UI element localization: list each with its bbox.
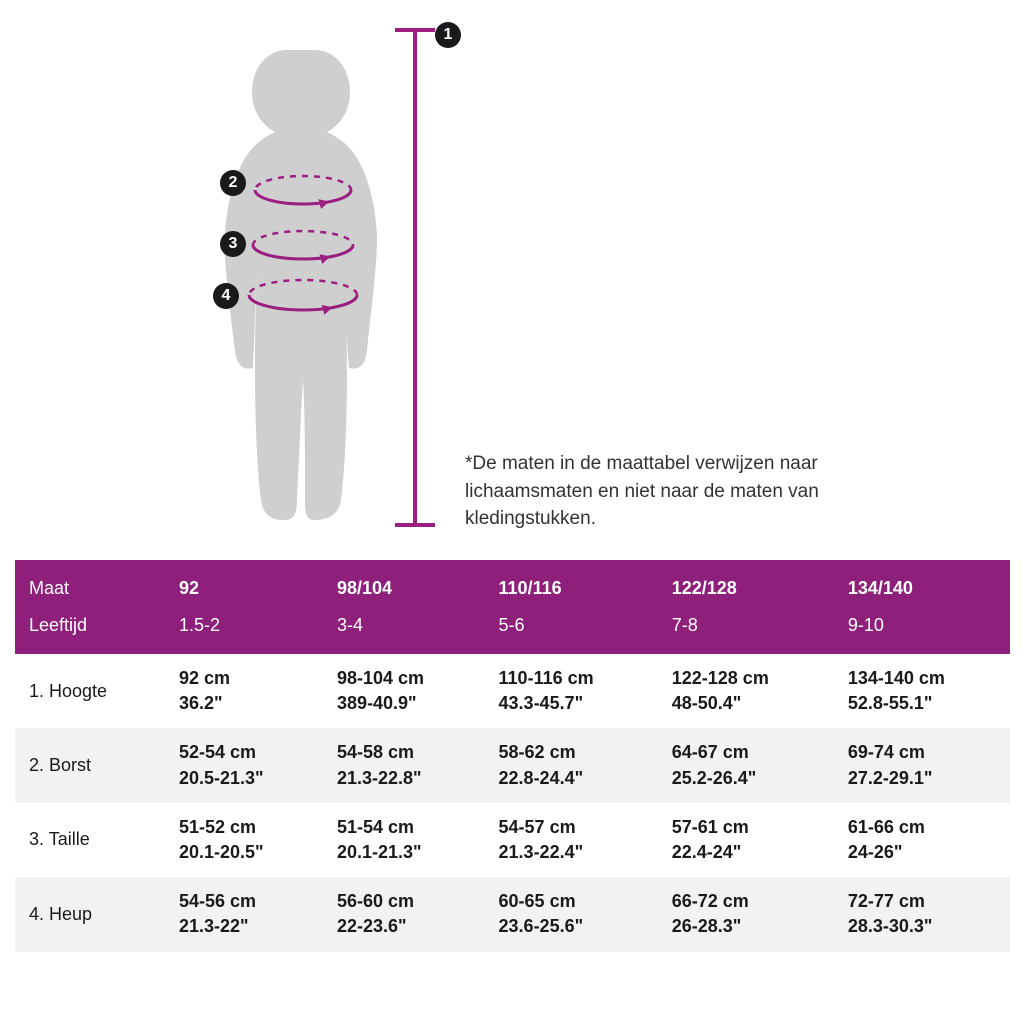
cell: 52-54 cm20.5-21.3" [165, 728, 323, 802]
cell: 54-57 cm21.3-22.4" [485, 803, 658, 877]
size-table: Maat 92 98/104 110/116 122/128 134/140 L… [15, 560, 1010, 952]
badge-3: 3 [220, 231, 246, 257]
table-row: 4. Heup54-56 cm21.3-22"56-60 cm22-23.6"6… [15, 877, 1010, 951]
row-label: 4. Heup [15, 877, 165, 951]
cell: 51-52 cm20.1-20.5" [165, 803, 323, 877]
badge-1: 1 [435, 22, 461, 48]
table-row: 3. Taille51-52 cm20.1-20.5"51-54 cm20.1-… [15, 803, 1010, 877]
diagram-section: 1 2 3 4 *De maten in de maattabel verwij… [15, 20, 1009, 550]
footnote: *De maten in de maattabel verwijzen naar… [465, 450, 865, 533]
table-header: Maat 92 98/104 110/116 122/128 134/140 L… [15, 560, 1010, 654]
cell: 134-140 cm52.8-55.1" [834, 654, 1010, 728]
cell: 54-56 cm21.3-22" [165, 877, 323, 951]
cell: 51-54 cm20.1-21.3" [323, 803, 485, 877]
size-col-3: 122/128 [658, 560, 834, 607]
cell: 110-116 cm43.3-45.7" [485, 654, 658, 728]
cell: 66-72 cm26-28.3" [658, 877, 834, 951]
size-col-0: 92 [165, 560, 323, 607]
row-label: 1. Hoogte [15, 654, 165, 728]
cell: 72-77 cm28.3-30.3" [834, 877, 1010, 951]
cell: 60-65 cm23.6-25.6" [485, 877, 658, 951]
cell: 57-61 cm22.4-24" [658, 803, 834, 877]
size-row: Maat 92 98/104 110/116 122/128 134/140 [15, 560, 1010, 607]
silhouette-svg [15, 20, 445, 540]
cell: 122-128 cm48-50.4" [658, 654, 834, 728]
age-col-1: 3-4 [323, 607, 485, 654]
age-col-2: 5-6 [485, 607, 658, 654]
row-label: 3. Taille [15, 803, 165, 877]
row-label: 2. Borst [15, 728, 165, 802]
cell: 56-60 cm22-23.6" [323, 877, 485, 951]
body-diagram: 1 2 3 4 [15, 20, 445, 550]
age-col-0: 1.5-2 [165, 607, 323, 654]
cell: 54-58 cm21.3-22.8" [323, 728, 485, 802]
header-age-label: Leeftijd [15, 607, 165, 654]
table-row: 2. Borst52-54 cm20.5-21.3"54-58 cm21.3-2… [15, 728, 1010, 802]
table-body: 1. Hoogte92 cm36.2"98-104 cm389-40.9"110… [15, 654, 1010, 952]
size-col-2: 110/116 [485, 560, 658, 607]
cell: 64-67 cm25.2-26.4" [658, 728, 834, 802]
cell: 58-62 cm22.8-24.4" [485, 728, 658, 802]
size-col-1: 98/104 [323, 560, 485, 607]
header-size-label: Maat [15, 560, 165, 607]
cell: 92 cm36.2" [165, 654, 323, 728]
age-row: Leeftijd 1.5-2 3-4 5-6 7-8 9-10 [15, 607, 1010, 654]
cell: 61-66 cm24-26" [834, 803, 1010, 877]
cell: 69-74 cm27.2-29.1" [834, 728, 1010, 802]
badge-2: 2 [220, 170, 246, 196]
age-col-4: 9-10 [834, 607, 1010, 654]
table-row: 1. Hoogte92 cm36.2"98-104 cm389-40.9"110… [15, 654, 1010, 728]
age-col-3: 7-8 [658, 607, 834, 654]
badge-4: 4 [213, 283, 239, 309]
size-col-4: 134/140 [834, 560, 1010, 607]
cell: 98-104 cm389-40.9" [323, 654, 485, 728]
